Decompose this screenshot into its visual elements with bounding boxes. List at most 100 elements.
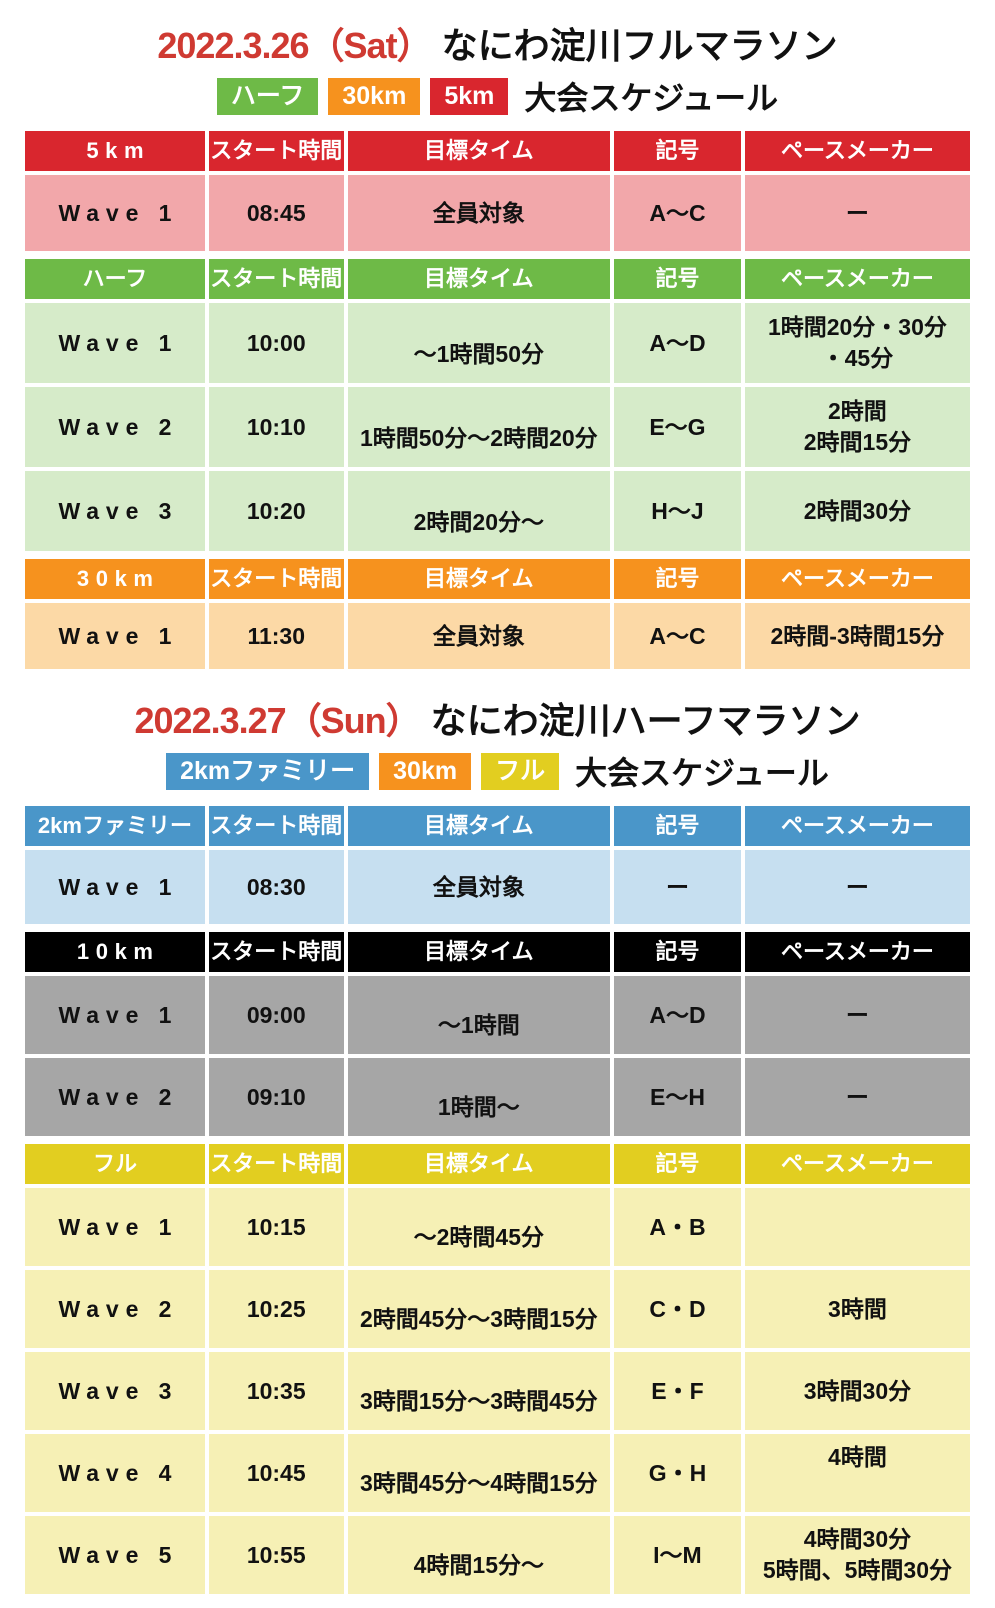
header-cell-symbol: 記号 <box>614 806 741 847</box>
pacemaker-cell: 1時間20分・30分 ・45分 <box>744 303 970 384</box>
symbol-cell: A～C <box>614 175 741 252</box>
header-cell-goal-time: 目標タイム <box>347 559 611 600</box>
header-cell-start-time: スタート時間 <box>208 806 344 847</box>
schedule-table-30km: 30km スタート時間 目標タイム 記号 ペースメーカー Wave 1 11:3… <box>25 559 970 670</box>
event-name: なにわ淀川ハーフマラソン <box>430 700 861 742</box>
header-cell-pacemaker: ペースメーカー <box>744 259 970 300</box>
start-time-cell: 10:00 <box>208 303 344 384</box>
badge-30km: 30km <box>328 77 421 115</box>
schedule-label: 大会スケジュール <box>524 80 779 117</box>
goal-time-cell: 全員対象 <box>347 603 611 670</box>
badge-2km-family: 2kmファミリー <box>166 753 370 790</box>
symbol-cell: A・B <box>614 1188 741 1267</box>
symbol-cell: A～D <box>614 303 741 384</box>
pacemaker-cell: 2時間 2時間15分 <box>744 387 970 468</box>
badge-full: フル <box>481 753 560 790</box>
badge-line: 2kmファミリー 30km フル 大会スケジュール <box>0 748 995 794</box>
header-cell-pacemaker: ペースメーカー <box>744 1144 970 1185</box>
symbol-cell: E・F <box>614 1352 741 1431</box>
pacemaker-cell <box>744 1188 970 1267</box>
symbol-cell: G・H <box>614 1434 741 1513</box>
schedule-table-full: フル スタート時間 目標タイム 記号 ペースメーカー Wave 1 10:15 … <box>25 1144 970 1595</box>
header-cell-pacemaker: ペースメーカー <box>744 932 970 973</box>
symbol-cell: A～C <box>614 603 741 670</box>
badge-30km: 30km <box>379 753 472 790</box>
start-time-cell: 10:10 <box>208 387 344 468</box>
wave-cell: Wave 3 <box>25 471 205 552</box>
wave-cell: Wave 1 <box>25 850 205 925</box>
start-time-cell: 10:20 <box>208 471 344 552</box>
wave-cell: Wave 5 <box>25 1516 205 1595</box>
header-cell-distance: 5km <box>25 131 205 172</box>
pacemaker-cell: 3時間 <box>744 1270 970 1349</box>
header-cell-distance: フル <box>25 1144 205 1185</box>
symbol-cell: E～G <box>614 387 741 468</box>
header-cell-distance: 30km <box>25 559 205 600</box>
header-cell-start-time: スタート時間 <box>208 131 344 172</box>
wave-cell: Wave 2 <box>25 1058 205 1137</box>
goal-time-cell: 2時間45分～3時間15分 <box>347 1270 611 1349</box>
header-cell-goal-time: 目標タイム <box>347 259 611 300</box>
pacemaker-cell: 4時間 <box>744 1434 970 1513</box>
wave-cell: Wave 2 <box>25 1270 205 1349</box>
pacemaker-cell: 3時間30分 <box>744 1352 970 1431</box>
schedule-table-5km: 5km スタート時間 目標タイム 記号 ペースメーカー Wave 1 08:45… <box>25 131 970 252</box>
goal-time-cell: 全員対象 <box>347 175 611 252</box>
start-time-cell: 08:30 <box>208 850 344 925</box>
header-cell-start-time: スタート時間 <box>208 1144 344 1185</box>
header-cell-goal-time: 目標タイム <box>347 1144 611 1185</box>
wave-cell: Wave 2 <box>25 387 205 468</box>
badge-line: ハーフ 30km 5km 大会スケジュール <box>0 73 995 119</box>
badge-half: ハーフ <box>216 77 319 115</box>
goal-time-cell: 2時間20分～ <box>347 471 611 552</box>
pacemaker-cell: ー <box>744 175 970 252</box>
header-cell-goal-time: 目標タイム <box>347 932 611 973</box>
symbol-cell: C・D <box>614 1270 741 1349</box>
header-cell-symbol: 記号 <box>614 1144 741 1185</box>
start-time-cell: 10:45 <box>208 1434 344 1513</box>
header-cell-start-time: スタート時間 <box>208 259 344 300</box>
symbol-cell: E～H <box>614 1058 741 1137</box>
schedule-table-2km-family: 2kmファミリー スタート時間 目標タイム 記号 ペースメーカー Wave 1 … <box>25 806 970 925</box>
schedule-table-half: ハーフ スタート時間 目標タイム 記号 ペースメーカー Wave 1 10:00… <box>25 259 970 552</box>
header-cell-pacemaker: ペースメーカー <box>744 559 970 600</box>
pacemaker-cell: ー <box>744 1058 970 1137</box>
header-cell-distance: ハーフ <box>25 259 205 300</box>
pacemaker-cell: ー <box>744 976 970 1055</box>
event-title-sunday: 2022.3.27（Sun） なにわ淀川ハーフマラソン 2kmファミリー 30km… <box>0 677 995 794</box>
start-time-cell: 10:15 <box>208 1188 344 1267</box>
pacemaker-cell: 4時間30分 5時間、5時間30分 <box>744 1516 970 1595</box>
start-time-cell: 11:30 <box>208 603 344 670</box>
goal-time-cell: 全員対象 <box>347 850 611 925</box>
event-title-saturday: 2022.3.26（Sat） なにわ淀川フルマラソン ハーフ 30km 5km 大… <box>0 0 995 119</box>
event-title-line: 2022.3.26（Sat） なにわ淀川フルマラソン <box>0 24 995 67</box>
badge-5km: 5km <box>430 77 509 115</box>
header-cell-goal-time: 目標タイム <box>347 806 611 847</box>
wave-cell: Wave 1 <box>25 976 205 1055</box>
goal-time-cell: 1時間50分～2時間20分 <box>347 387 611 468</box>
wave-cell: Wave 1 <box>25 175 205 252</box>
start-time-cell: 09:10 <box>208 1058 344 1137</box>
symbol-cell: ー <box>614 850 741 925</box>
header-cell-start-time: スタート時間 <box>208 932 344 973</box>
wave-cell: Wave 1 <box>25 303 205 384</box>
goal-time-cell: ～2時間45分 <box>347 1188 611 1267</box>
schedule-table-10km: 10km スタート時間 目標タイム 記号 ペースメーカー Wave 1 09:0… <box>25 932 970 1137</box>
header-cell-symbol: 記号 <box>614 559 741 600</box>
start-time-cell: 10:25 <box>208 1270 344 1349</box>
wave-cell: Wave 1 <box>25 1188 205 1267</box>
pacemaker-cell: 2時間-3時間15分 <box>744 603 970 670</box>
pacemaker-cell: ー <box>744 850 970 925</box>
start-time-cell: 10:55 <box>208 1516 344 1595</box>
header-cell-goal-time: 目標タイム <box>347 131 611 172</box>
schedule-label: 大会スケジュール <box>575 755 829 792</box>
goal-time-cell: ～1時間50分 <box>347 303 611 384</box>
header-cell-distance: 10km <box>25 932 205 973</box>
goal-time-cell: ～1時間 <box>347 976 611 1055</box>
header-cell-symbol: 記号 <box>614 131 741 172</box>
wave-cell: Wave 4 <box>25 1434 205 1513</box>
header-cell-pacemaker: ペースメーカー <box>744 131 970 172</box>
header-cell-distance: 2kmファミリー <box>25 806 205 847</box>
start-time-cell: 10:35 <box>208 1352 344 1431</box>
goal-time-cell: 1時間～ <box>347 1058 611 1137</box>
